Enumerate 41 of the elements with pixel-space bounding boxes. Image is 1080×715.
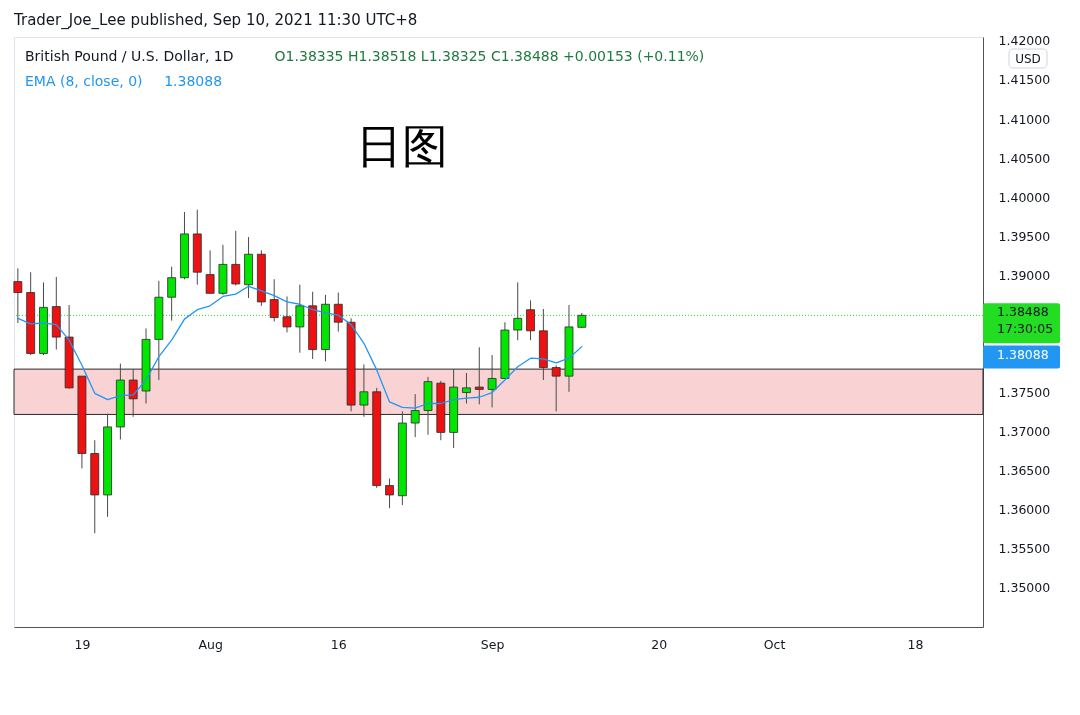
y-tick-label: 1.42000	[998, 33, 1051, 49]
y-tick-label: 1.39000	[998, 267, 1051, 283]
candlestick	[526, 299, 535, 341]
x-tick-label: 16	[330, 636, 347, 652]
text: EMA (8, close, 0)	[25, 73, 143, 89]
y-tick-label: 1.36000	[998, 502, 1051, 518]
text: 1.38088	[997, 346, 1049, 362]
candlestick	[513, 281, 523, 341]
y-tick-label: 1.37000	[998, 424, 1051, 440]
x-tick-label: 20	[651, 636, 668, 652]
ref-line-label: 1.38488 17:30:05	[997, 304, 1054, 337]
text: 日图	[356, 119, 448, 173]
x-tick-label: Sep	[480, 636, 505, 652]
candlestick	[282, 295, 292, 333]
y-tick-label: 1.40500	[998, 150, 1051, 166]
y-tick-label: 1.39500	[998, 228, 1051, 244]
annotation: O1.38335 H1.38518 L1.38325 C1.38488 +0.00153 (+0.11%)	[274, 48, 705, 64]
candlestick	[13, 267, 23, 324]
y-tick-label: 1.41500	[998, 72, 1051, 88]
y-tick-label: 1.37500	[998, 385, 1051, 401]
x-tick-label: 18	[907, 636, 924, 652]
y-tick-label: 1.40000	[998, 189, 1051, 205]
candlestick	[231, 230, 241, 286]
x-tick-label: Oct	[763, 636, 786, 652]
candlestick	[385, 478, 394, 509]
candlestick	[205, 249, 215, 294]
text: British Pound / U.S. Dollar, 1D	[25, 48, 234, 64]
candlestick	[167, 266, 177, 322]
candlestick	[333, 292, 343, 333]
x-tick-label: Aug	[198, 636, 223, 652]
x-tick-label: 19	[74, 636, 91, 652]
candlestick	[269, 278, 279, 322]
y-tick-label: 1.41000	[998, 111, 1051, 127]
candlestick	[462, 372, 471, 404]
text: Trader_Joe_Lee published, Sep 10, 2021 11:30 UTC+8	[13, 11, 418, 30]
annotation: 1.38088	[164, 73, 223, 89]
y-axis-title: USD	[1015, 51, 1041, 66]
y-tick-label: 1.35500	[998, 541, 1051, 557]
candlestick	[295, 284, 305, 354]
y-tick-label: 1.35000	[998, 580, 1051, 596]
y-tick-label: 1.36500	[998, 463, 1051, 479]
